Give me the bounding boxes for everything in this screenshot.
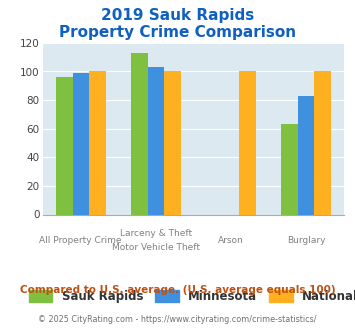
Text: Property Crime Comparison: Property Crime Comparison [59,25,296,40]
Bar [239,72,256,214]
Text: Arson: Arson [218,236,244,245]
Text: Burglary: Burglary [288,236,326,245]
Bar [281,124,297,214]
Bar [148,67,164,214]
Legend: Sauk Rapids, Minnesota, National: Sauk Rapids, Minnesota, National [24,285,355,308]
Text: Larceny & Theft: Larceny & Theft [120,229,192,238]
Text: All Property Crime: All Property Crime [39,236,121,245]
Text: © 2025 CityRating.com - https://www.cityrating.com/crime-statistics/: © 2025 CityRating.com - https://www.city… [38,315,317,324]
Text: Motor Vehicle Theft: Motor Vehicle Theft [112,243,200,251]
Bar [131,53,148,214]
Bar [297,96,314,214]
Text: 2019 Sauk Rapids: 2019 Sauk Rapids [101,8,254,23]
Text: Compared to U.S. average. (U.S. average equals 100): Compared to U.S. average. (U.S. average … [20,285,335,295]
Bar [164,72,181,214]
Bar [89,72,106,214]
Bar [56,77,73,214]
Bar [314,72,331,214]
Bar [73,73,89,215]
